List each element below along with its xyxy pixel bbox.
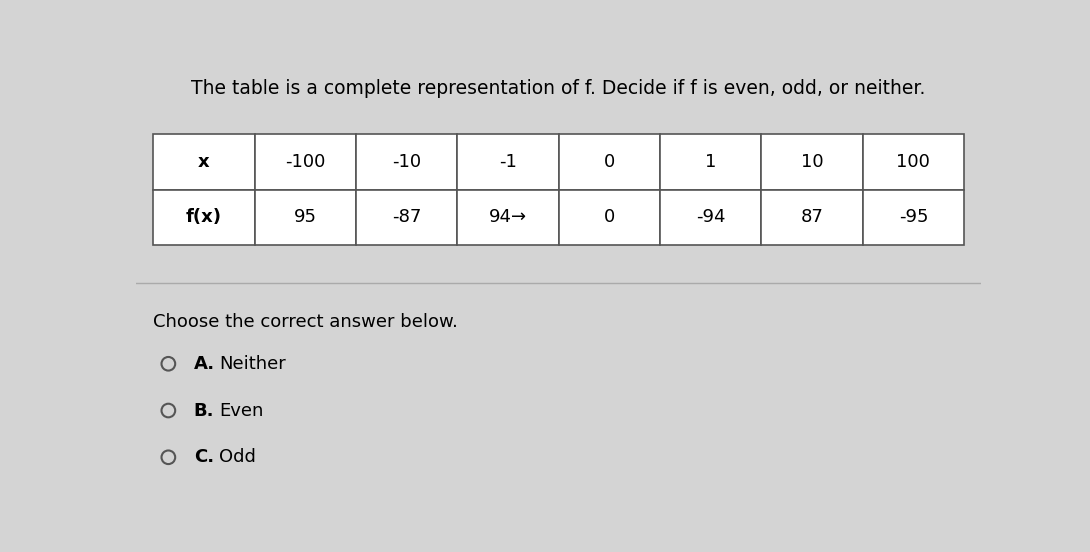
Text: 0: 0	[604, 153, 615, 171]
Text: 94→: 94→	[489, 208, 526, 226]
Text: 87: 87	[801, 208, 823, 226]
Text: -87: -87	[392, 208, 421, 226]
Text: Neither: Neither	[219, 355, 286, 373]
Bar	[153, 134, 255, 189]
Bar	[458, 134, 559, 189]
Text: The table is a complete representation of f. Decide if f is even, odd, or neithe: The table is a complete representation o…	[192, 79, 925, 98]
Bar	[255, 189, 355, 245]
Text: C.: C.	[194, 448, 214, 466]
Bar	[761, 189, 863, 245]
Bar	[559, 189, 661, 245]
Text: B.: B.	[194, 401, 215, 420]
Bar	[355, 134, 458, 189]
Text: 0: 0	[604, 208, 615, 226]
Text: 100: 100	[896, 153, 931, 171]
Bar	[661, 134, 761, 189]
Bar	[255, 134, 355, 189]
Text: 10: 10	[801, 153, 823, 171]
Text: f(x): f(x)	[185, 208, 222, 226]
Text: Choose the correct answer below.: Choose the correct answer below.	[153, 313, 458, 331]
Text: A.: A.	[194, 355, 215, 373]
Bar	[863, 134, 965, 189]
Text: -10: -10	[392, 153, 421, 171]
Text: Odd: Odd	[219, 448, 256, 466]
Bar	[661, 189, 761, 245]
Text: x: x	[198, 153, 209, 171]
Text: 1: 1	[705, 153, 716, 171]
Text: -95: -95	[898, 208, 929, 226]
Bar	[863, 189, 965, 245]
Text: -100: -100	[284, 153, 326, 171]
Bar	[355, 189, 458, 245]
Bar	[153, 189, 255, 245]
Text: Even: Even	[219, 401, 264, 420]
Bar	[458, 189, 559, 245]
Bar	[559, 134, 661, 189]
Text: -94: -94	[695, 208, 726, 226]
Text: 95: 95	[293, 208, 317, 226]
Bar	[761, 134, 863, 189]
Text: -1: -1	[499, 153, 517, 171]
